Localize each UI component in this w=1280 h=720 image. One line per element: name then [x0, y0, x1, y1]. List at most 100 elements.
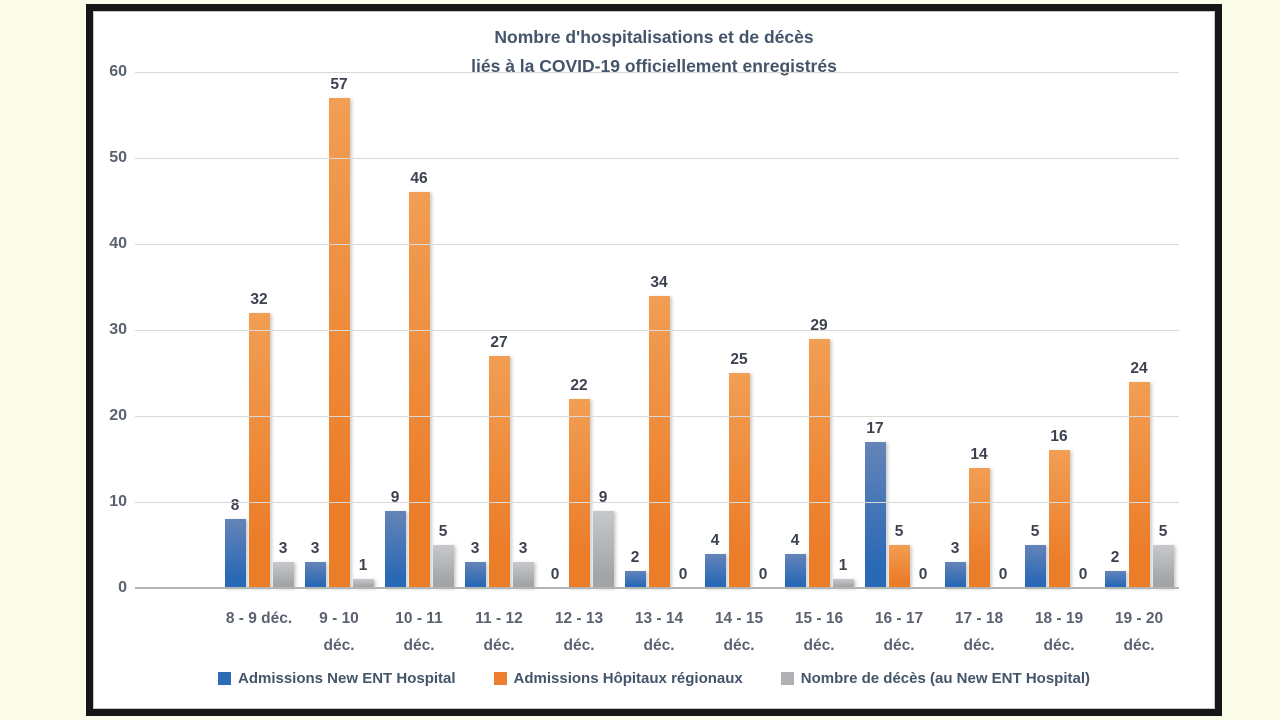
bar-slot: 3: [512, 72, 534, 588]
bar-group: 9 46 5: [379, 72, 459, 588]
bar: [624, 570, 646, 588]
legend-item: Nombre de décès (au New ENT Hospital): [780, 670, 1090, 687]
bar-slot: 57: [328, 72, 350, 588]
bar: [648, 295, 670, 588]
x-axis-label: 18 - 19 déc.: [1034, 610, 1084, 654]
bar-value-label: 14: [970, 445, 988, 463]
bar: [728, 373, 750, 588]
bar-value-label: 5: [1158, 523, 1168, 540]
y-tick-label: 0: [118, 579, 127, 596]
legend-item: Admissions New ENT Hospital: [218, 670, 456, 687]
y-tick-label: 30: [109, 321, 127, 338]
bar-slot: 5: [432, 72, 454, 588]
legend-label: Admissions New ENT Hospital: [238, 670, 456, 687]
legend-label: Nombre de décès (au New ENT Hospital): [800, 670, 1090, 687]
bar-slot: 22: [568, 72, 590, 588]
x-axis-line: [135, 587, 1179, 589]
bar-value-label: 8: [230, 497, 240, 515]
bar: [432, 545, 454, 588]
bar-group: 17 5 0: [859, 72, 939, 588]
bar-value-label: 9: [390, 488, 400, 506]
bar-slot: 4: [704, 72, 726, 588]
bar-value-label: 17: [866, 419, 884, 437]
bar: [888, 545, 910, 588]
bar-value-label: 29: [810, 316, 828, 334]
bar: [352, 579, 374, 588]
y-tick-label: 40: [109, 235, 127, 252]
bar-value-label: 4: [790, 531, 800, 549]
chart-frame: Nombre d'hospitalisations et de décès li…: [86, 4, 1222, 716]
bar-group: 3 27 3: [459, 72, 539, 588]
bar: [248, 312, 270, 588]
bar-group: 8 32 3: [219, 72, 299, 588]
bar-slot: 27: [488, 72, 510, 588]
bar-value-label: 32: [250, 290, 268, 308]
bar-slot: 17: [864, 72, 886, 588]
bar: [328, 97, 350, 588]
bar-slot: 0: [673, 72, 694, 588]
bar: [1104, 570, 1126, 588]
bar-value-label: 1: [358, 557, 368, 575]
x-axis-label: 8 - 9 déc.: [225, 610, 293, 627]
gridline: [135, 502, 1179, 503]
bar-slot: 14: [968, 72, 990, 588]
gridline: [135, 72, 1179, 73]
gridline: [135, 416, 1179, 417]
bar-group: 2 34 0: [619, 72, 699, 588]
bar-slot: 0: [993, 72, 1014, 588]
bar: [1048, 450, 1070, 588]
bar-value-label: 3: [518, 540, 528, 558]
legend-swatch-icon: [218, 672, 231, 685]
bar-value-label: 2: [1110, 548, 1120, 566]
bar-slot: 29: [808, 72, 830, 588]
legend-label: Admissions Hôpitaux régionaux: [513, 670, 743, 687]
bar: [944, 562, 966, 588]
bar-value-label: 24: [1130, 359, 1148, 377]
bar: [224, 519, 246, 588]
y-tick-label: 50: [109, 149, 127, 166]
x-axis-label: 9 - 10 déc.: [319, 610, 359, 654]
plot-area: 8 32 3 3 57 1 9 46 5 3 27 3 0 22 9 2 34 0 4 25 0 4 29 1 17 5 0 3 14 0…: [135, 72, 1179, 589]
bar-value-label: 22: [570, 376, 588, 394]
bar: [704, 553, 726, 588]
bar-slot: 0: [1073, 72, 1094, 588]
bar: [512, 562, 534, 588]
chart-area: Nombre d'hospitalisations et de décès li…: [93, 11, 1215, 709]
bar-slot: 1: [832, 72, 854, 588]
x-axis-label: 13 - 14 déc.: [634, 610, 684, 654]
x-axis-label: 12 - 13 déc.: [554, 610, 604, 654]
bar-slot: 25: [728, 72, 750, 588]
bar: [488, 355, 510, 588]
bar: [968, 467, 990, 588]
bar-value-label: 0: [550, 566, 560, 583]
bar-slot: 9: [592, 72, 614, 588]
bar-slot: 32: [248, 72, 270, 588]
x-axis-label: 19 - 20 déc.: [1114, 610, 1164, 654]
bar-value-label: 3: [310, 540, 320, 558]
x-axis-label: 17 - 18 déc.: [954, 610, 1004, 654]
x-axis-label: 16 - 17 déc.: [874, 610, 924, 654]
bar-value-label: 0: [1078, 566, 1088, 583]
bar: [568, 398, 590, 588]
bar-slot: 0: [753, 72, 774, 588]
y-tick-label: 20: [109, 407, 127, 424]
bar-group: 5 16 0: [1019, 72, 1099, 588]
bar-group: 2 24 5: [1099, 72, 1179, 588]
bar-value-label: 3: [470, 540, 480, 558]
bar-value-label: 3: [278, 540, 288, 558]
bar-slot: 2: [624, 72, 646, 588]
bar-slot: 8: [224, 72, 246, 588]
bar-value-label: 3: [950, 540, 960, 558]
gridline: [135, 158, 1179, 159]
x-axis-label: 11 - 12 déc.: [475, 610, 523, 654]
bar-slot: 3: [272, 72, 294, 588]
bar-slot: 2: [1104, 72, 1126, 588]
bar: [384, 510, 406, 588]
bar: [864, 441, 886, 588]
bar-slot: 24: [1128, 72, 1150, 588]
legend-swatch-icon: [493, 672, 507, 685]
bar: [304, 562, 326, 588]
bar-slot: 4: [784, 72, 806, 588]
bar-slot: 5: [1152, 72, 1174, 588]
gridline: [135, 330, 1179, 331]
